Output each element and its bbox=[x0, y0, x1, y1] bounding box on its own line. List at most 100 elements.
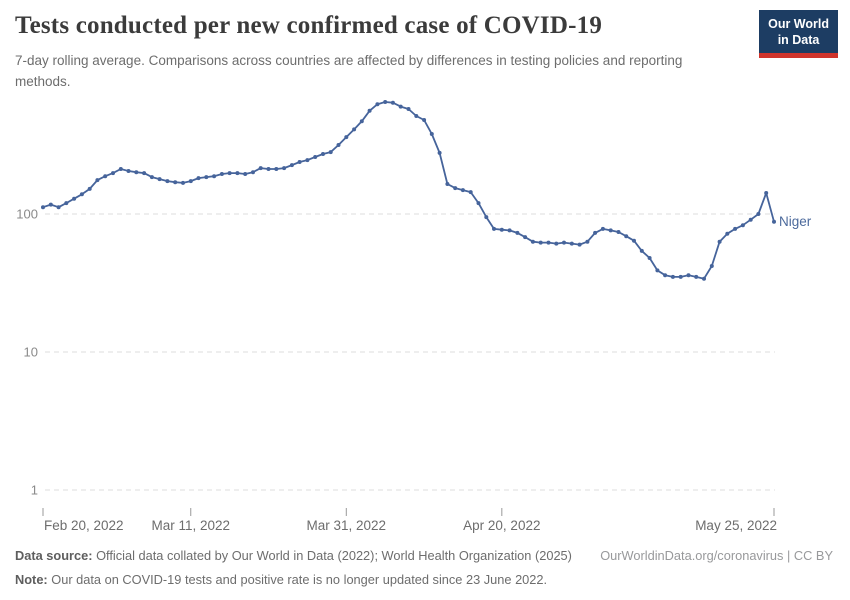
data-point bbox=[585, 239, 590, 244]
data-point bbox=[328, 150, 333, 155]
data-point bbox=[359, 119, 364, 124]
data-point bbox=[126, 169, 131, 173]
data-point bbox=[562, 240, 566, 245]
data-point bbox=[772, 219, 776, 224]
data-point bbox=[515, 230, 520, 235]
x-axis-label: Mar 31, 2022 bbox=[307, 518, 387, 533]
data-point bbox=[437, 150, 442, 155]
data-point bbox=[313, 155, 318, 159]
data-point bbox=[352, 127, 357, 132]
data-point bbox=[321, 152, 325, 156]
data-point bbox=[344, 135, 349, 140]
data-point bbox=[235, 171, 240, 176]
data-point bbox=[165, 179, 170, 184]
data-point bbox=[725, 231, 730, 236]
footer-data-source: Data source: Official data collated by O… bbox=[15, 547, 833, 566]
note-label: Note: bbox=[15, 571, 48, 587]
data-point bbox=[212, 174, 217, 179]
data-point bbox=[406, 107, 411, 111]
data-point bbox=[48, 202, 53, 207]
y-axis-label: 1 bbox=[31, 483, 38, 498]
y-axis-label: 100 bbox=[16, 207, 38, 222]
data-point bbox=[709, 264, 714, 268]
data-point bbox=[546, 240, 551, 245]
data-point bbox=[72, 196, 77, 201]
data-point bbox=[663, 273, 668, 278]
data-point bbox=[188, 179, 193, 184]
data-point bbox=[390, 100, 395, 105]
data-point bbox=[608, 228, 613, 233]
data-point bbox=[445, 182, 450, 186]
data-point bbox=[694, 274, 699, 279]
data-point bbox=[422, 118, 427, 122]
data-point bbox=[243, 172, 248, 176]
credit-link[interactable]: OurWorldinData.org/coronavirus | CC BY bbox=[600, 548, 833, 563]
data-point bbox=[87, 186, 92, 191]
data-point bbox=[492, 226, 496, 231]
data-point bbox=[204, 175, 209, 180]
data-point bbox=[600, 226, 605, 231]
x-axis-label: Feb 20, 2022 bbox=[44, 518, 124, 533]
chart-subtitle: 7-day rolling average. Comparisons acros… bbox=[15, 53, 683, 89]
data-point bbox=[756, 212, 761, 216]
data-point bbox=[523, 235, 528, 240]
footer-note: Note: Our data on COVID-19 tests and pos… bbox=[15, 571, 833, 590]
data-point bbox=[181, 180, 185, 185]
data-point bbox=[655, 268, 660, 273]
data-point bbox=[429, 132, 434, 136]
data-point bbox=[670, 274, 675, 279]
data-point bbox=[647, 256, 652, 260]
x-axis-label: Mar 11, 2022 bbox=[151, 518, 230, 533]
data-point bbox=[56, 205, 61, 210]
data-point bbox=[258, 166, 263, 171]
data-point bbox=[219, 172, 224, 176]
page-title: Tests conducted per new confirmed case o… bbox=[15, 12, 603, 39]
data-point bbox=[593, 230, 598, 235]
data-point bbox=[460, 188, 465, 193]
data-point bbox=[453, 186, 458, 191]
chart-footer: Data source: Official data collated by O… bbox=[15, 547, 833, 589]
data-point bbox=[538, 240, 543, 245]
data-point bbox=[632, 238, 636, 243]
data-point bbox=[733, 226, 738, 231]
data-point bbox=[616, 230, 621, 234]
owid-logo-line1: Our World bbox=[768, 17, 829, 31]
data-point bbox=[173, 180, 178, 185]
data-point bbox=[624, 234, 629, 239]
owid-logo[interactable]: Our World in Data bbox=[759, 10, 838, 59]
data-point bbox=[274, 167, 279, 171]
data-point bbox=[530, 239, 535, 244]
data-point bbox=[686, 273, 691, 278]
note-text: Our data on COVID-19 tests and positive … bbox=[47, 571, 548, 587]
data-point bbox=[499, 227, 504, 232]
data-point bbox=[398, 104, 403, 109]
data-point bbox=[64, 201, 69, 206]
data-point bbox=[282, 166, 287, 171]
data-point bbox=[111, 171, 115, 176]
data-source-text: Official data collated by Our World in D… bbox=[92, 548, 572, 563]
data-point bbox=[639, 248, 644, 253]
data-point bbox=[484, 215, 489, 220]
data-point bbox=[476, 201, 481, 206]
data-point bbox=[79, 192, 84, 197]
data-point bbox=[468, 190, 473, 195]
data-point bbox=[764, 191, 769, 195]
data-point bbox=[702, 276, 706, 281]
data-point bbox=[149, 175, 154, 180]
data-point bbox=[297, 160, 302, 164]
line-chart: 100 10 1 Feb 20, 2022 Mar 11, 2022 Mar 31, 20… bbox=[16, 100, 812, 533]
data-source-label: Data source: bbox=[15, 548, 93, 563]
data-point bbox=[95, 178, 100, 183]
data-point bbox=[227, 171, 232, 176]
data-point bbox=[554, 241, 559, 246]
y-axis-label: 10 bbox=[24, 345, 38, 360]
data-point bbox=[740, 223, 745, 228]
data-point bbox=[336, 143, 341, 147]
data-point bbox=[134, 170, 139, 175]
data-point bbox=[266, 167, 271, 171]
data-point bbox=[305, 158, 310, 163]
data-point bbox=[251, 170, 255, 175]
data-point bbox=[748, 217, 753, 222]
data-point bbox=[383, 100, 388, 104]
data-point bbox=[289, 163, 294, 168]
